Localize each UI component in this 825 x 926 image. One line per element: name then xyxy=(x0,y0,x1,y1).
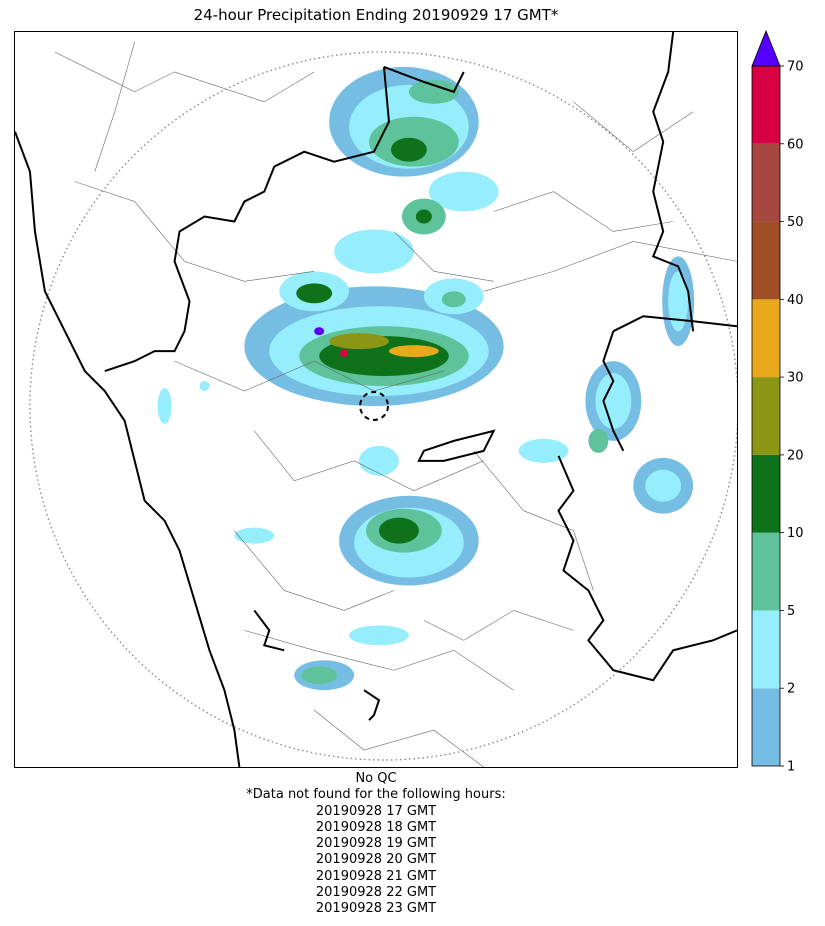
precip-patch xyxy=(415,209,432,224)
colorbar-boxes xyxy=(752,66,780,766)
colorbar-box xyxy=(752,688,780,766)
precip-patch xyxy=(359,445,399,476)
colorbar-tick-label: 5 xyxy=(787,604,795,619)
precip-patch xyxy=(518,438,569,463)
missing-hour: 20190928 19 GMT xyxy=(315,836,437,852)
precip-patch xyxy=(199,381,210,392)
missing-hour: 20190928 17 GMT xyxy=(315,803,437,819)
colorbar-tick-label: 50 xyxy=(787,215,804,230)
precip-patch xyxy=(428,171,499,212)
colorbar-tick-label: 40 xyxy=(787,293,804,308)
colorbar-box xyxy=(752,299,780,378)
colorbar-box xyxy=(752,66,780,144)
colorbar-tick-label: 2 xyxy=(787,682,795,697)
qc-note: No QC xyxy=(355,771,397,786)
colorbar-box xyxy=(752,143,780,222)
colorbar-tick-label: 70 xyxy=(787,60,804,75)
colorbar-extend-arrow xyxy=(751,29,781,67)
colorbar-tick-label: 30 xyxy=(787,371,804,386)
colorbar-ticks: 1 2 5 10 20 30 40 50 60 70 xyxy=(780,60,804,775)
precip-patch xyxy=(234,527,275,544)
missing-hour: 20190928 23 GMT xyxy=(315,901,437,917)
missing-hour: 20190928 21 GMT xyxy=(315,868,437,884)
precip-patch xyxy=(588,428,609,453)
precip-patch xyxy=(349,625,409,646)
colorbar-box xyxy=(752,221,780,300)
missing-hour: 20190928 22 GMT xyxy=(315,885,437,901)
missing-hour: 20190928 18 GMT xyxy=(315,819,437,835)
missing-hour: 20190928 20 GMT xyxy=(315,852,437,868)
map-title: 24-hour Precipitation Ending 20190929 17… xyxy=(193,6,559,24)
precip-patch xyxy=(388,345,439,358)
colorbar-box xyxy=(752,532,780,611)
precip-patch xyxy=(301,666,338,685)
colorbar-tick-label: 1 xyxy=(787,760,795,775)
precip-patch xyxy=(595,373,632,429)
colorbar-tick-label: 20 xyxy=(787,448,804,463)
precip-patch xyxy=(390,137,427,162)
precip-patch xyxy=(408,79,459,104)
precip-patch xyxy=(441,291,466,308)
precip-patch xyxy=(157,388,172,424)
state-borders xyxy=(15,32,737,767)
colorbar-frame xyxy=(751,65,781,767)
precip-patch xyxy=(378,517,419,544)
precip-patch xyxy=(668,271,689,332)
colorbar-box xyxy=(752,454,780,533)
colorbar: 1 2 5 10 20 30 40 50 60 70 xyxy=(751,29,804,775)
colorbar-tick-label: 60 xyxy=(787,137,804,152)
precip-patch xyxy=(314,327,325,336)
precip-patch xyxy=(340,349,349,358)
colorbar-tick-label: 10 xyxy=(787,526,804,541)
colorbar-box xyxy=(752,610,780,689)
precip-patch xyxy=(334,229,414,274)
map-footer: No QC *Data not found for the following … xyxy=(14,771,738,918)
colorbar-box xyxy=(752,377,780,455)
precip-patch xyxy=(329,333,389,350)
missing-data-note: *Data not found for the following hours: xyxy=(246,787,506,803)
precip-patch xyxy=(296,283,333,304)
precipitation-map xyxy=(14,31,738,768)
district-boundaries xyxy=(54,41,737,767)
precipitation-patches xyxy=(157,66,695,691)
precip-patch xyxy=(645,469,682,502)
